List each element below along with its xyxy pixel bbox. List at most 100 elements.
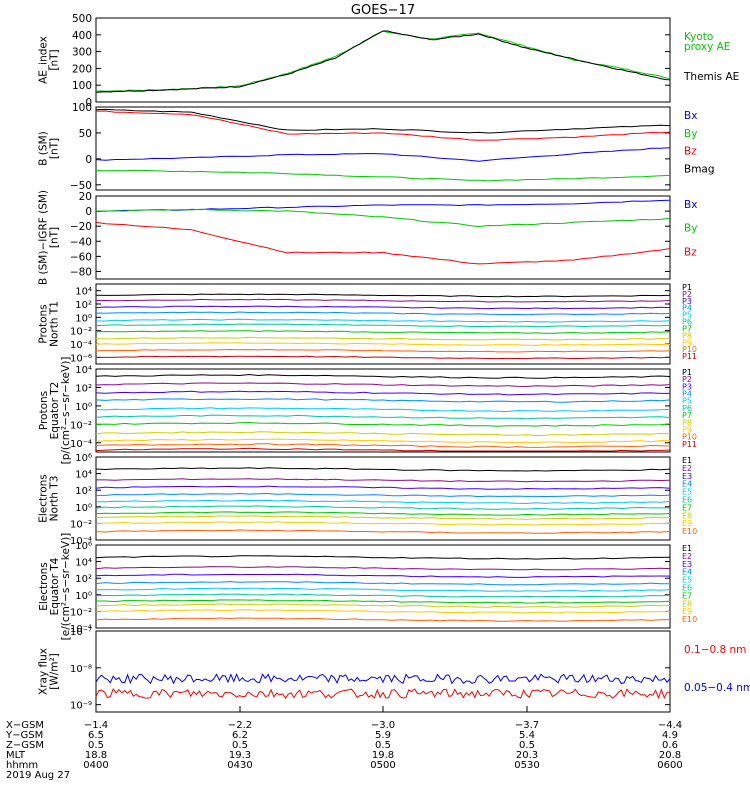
legend-entry: P7 bbox=[682, 324, 692, 333]
panel-ylabel: Equator T4 bbox=[49, 557, 61, 615]
series-line bbox=[95, 566, 671, 571]
chart-title: GOES−17 bbox=[351, 3, 415, 18]
ytick-label: 10⁻⁴ bbox=[70, 624, 92, 635]
ytick-label: 0 bbox=[85, 206, 92, 218]
legend-entry: E8 bbox=[682, 511, 692, 520]
series-line bbox=[96, 609, 670, 614]
series-line bbox=[95, 521, 671, 526]
series-line bbox=[95, 147, 671, 162]
series-line bbox=[95, 355, 671, 360]
series-line bbox=[96, 599, 671, 604]
ytick-label: 10⁰ bbox=[75, 313, 92, 324]
panel-5: Protons Equator T2 [p/(cm²−s−sr−keV)]10⁻⁴ 1… bbox=[38, 357, 697, 465]
legend-entry: P10 bbox=[682, 345, 697, 354]
panel-frame bbox=[95, 106, 671, 191]
row-value: 0.5 bbox=[375, 740, 391, 751]
panel-ylabel: Protons bbox=[38, 391, 50, 430]
series-line bbox=[95, 30, 671, 93]
row-value: 19.3 bbox=[229, 750, 251, 761]
legend-entry: P6 bbox=[682, 318, 692, 327]
ytick-label: 300 bbox=[72, 47, 92, 59]
ytick-label: 10² bbox=[75, 300, 92, 311]
series-line bbox=[95, 515, 671, 520]
series-line bbox=[95, 390, 670, 396]
ytick-label: −60 bbox=[70, 251, 92, 263]
ytick-label: −20 bbox=[70, 221, 92, 233]
row-label: hhmm bbox=[6, 760, 38, 771]
panel-7: Electrons Equator T4 [e/(cm²−s−sr−keV)]10⁻… bbox=[38, 533, 697, 641]
row-label: Z−GSM bbox=[6, 740, 44, 751]
legend-entry: P9 bbox=[682, 425, 692, 434]
ytick-label: 200 bbox=[72, 63, 92, 75]
ytick-label: 0 bbox=[85, 154, 92, 166]
legend-entry: E5 bbox=[682, 576, 692, 585]
legend-entry: proxy AE bbox=[684, 41, 730, 53]
row-value: 0600 bbox=[657, 760, 682, 771]
panel-ylabel: Electrons bbox=[38, 474, 50, 523]
panel-ylabel: AE_index bbox=[38, 36, 50, 84]
legend-entry: P8 bbox=[682, 418, 692, 427]
ytick-label: 10⁶ bbox=[75, 541, 92, 552]
ytick-label: 10² bbox=[75, 383, 92, 394]
series-line bbox=[95, 443, 671, 448]
panel-ylabel: [e/(cm²−s−sr−keV)] bbox=[60, 533, 72, 641]
series-line bbox=[95, 323, 671, 328]
legend-entry: P2 bbox=[682, 375, 692, 384]
row-value: 18.8 bbox=[85, 750, 107, 761]
series-line bbox=[95, 293, 671, 298]
panel-4: Protons North T1 10⁻⁶ 10⁻⁴ 10⁻² 10⁰ 10² 10⁴ P1P2… bbox=[38, 283, 697, 365]
row-value: 0430 bbox=[227, 760, 252, 771]
panel-frame bbox=[95, 195, 671, 280]
series-line bbox=[95, 485, 671, 490]
ytick-label: 10⁻⁴ bbox=[70, 439, 92, 450]
legend-entry: 0.05−0.4 nm bbox=[684, 682, 750, 694]
ytick-label: 10⁻² bbox=[70, 420, 92, 431]
panel-ylabel: North T1 bbox=[49, 301, 61, 347]
ytick-label: 50 bbox=[79, 128, 92, 140]
row-value: 0.6 bbox=[662, 740, 678, 751]
row-value: 0500 bbox=[370, 760, 395, 771]
panel-3: B (SM)−IGRF (SM) [nT] −80 −60 −40 −20 0 20 Bx By B… bbox=[38, 190, 698, 285]
series-line bbox=[95, 336, 671, 341]
legend-entry: Bz bbox=[684, 246, 697, 258]
row-value: 20.8 bbox=[659, 750, 681, 761]
legend-entry: P9 bbox=[682, 338, 692, 347]
series-line bbox=[95, 587, 671, 592]
series-line bbox=[95, 382, 671, 388]
legend-entry: E2 bbox=[682, 552, 692, 561]
series-line bbox=[95, 373, 671, 379]
series-line bbox=[96, 478, 671, 483]
ytick-label: −50 bbox=[70, 180, 92, 192]
time-axis: X−GSM −1.4 −2.2 −3.0 −3.7 −4.4 Y−GSM 6.5 6.2 5.9 5… bbox=[5, 706, 683, 781]
legend-entry: E3 bbox=[682, 472, 692, 481]
ytick-label: −40 bbox=[70, 236, 92, 248]
panel-8: Xray flux [W/m²] 10⁻⁹ 10⁻⁸ 10⁻⁷ 0.1−0.8 nm 0.0… bbox=[38, 627, 750, 713]
legend-entry: E2 bbox=[682, 464, 692, 473]
series-line bbox=[95, 581, 670, 586]
row-value: −3.0 bbox=[371, 720, 395, 731]
panel-ylabel: [W/m²] bbox=[49, 653, 61, 690]
ytick-label: 10⁰ bbox=[75, 591, 92, 602]
legend-entry: P11 bbox=[682, 440, 697, 449]
series-line bbox=[95, 511, 671, 516]
row-value: 0.5 bbox=[88, 740, 104, 751]
series-line bbox=[95, 687, 670, 700]
legend-entry: P10 bbox=[682, 433, 697, 442]
series-line bbox=[95, 617, 671, 622]
legend-entry: By bbox=[684, 223, 697, 235]
series-line bbox=[95, 169, 671, 182]
ytick-label: 20 bbox=[79, 191, 92, 203]
legend-entry: E4 bbox=[682, 480, 692, 489]
row-value: 20.3 bbox=[516, 750, 538, 761]
series-line bbox=[95, 108, 671, 134]
series-line bbox=[95, 529, 671, 534]
panel-ylabel: [nT] bbox=[49, 227, 61, 248]
row-value: −1.4 bbox=[84, 720, 108, 731]
legend-entry: P3 bbox=[682, 297, 692, 306]
panel-ylabel: B (SM) bbox=[38, 131, 50, 165]
series-line bbox=[95, 421, 671, 427]
ytick-label: 10⁻² bbox=[70, 519, 92, 530]
series-line bbox=[95, 431, 671, 437]
